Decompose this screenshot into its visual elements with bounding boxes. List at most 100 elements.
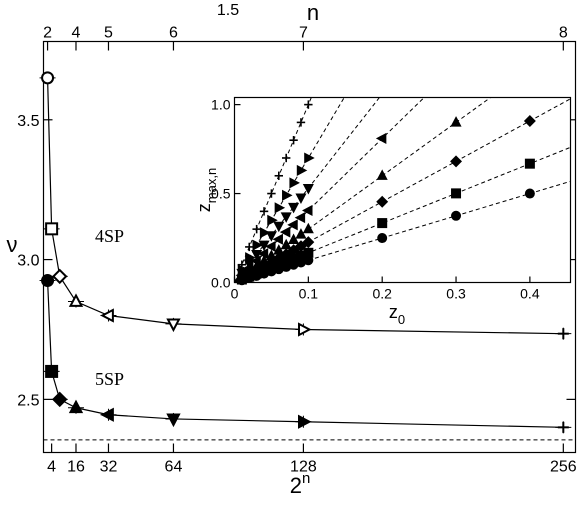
inset-data-point: [376, 169, 388, 180]
inset-data-point: [265, 231, 277, 242]
x-tick-label-bottom: 32: [100, 459, 118, 476]
inset-data-point: [274, 171, 284, 180]
inset-data-point: [302, 236, 315, 249]
inset-markers: [235, 100, 536, 286]
y-axis-title: ν: [7, 232, 18, 257]
inset-data-point: [267, 189, 276, 198]
data-point: [41, 71, 55, 85]
series-line-1: [46, 280, 564, 428]
inset-x-tick-label: 0: [231, 286, 239, 302]
inset-data-point: [272, 233, 283, 245]
inset-data-point: [245, 252, 256, 264]
inset-data-point: [295, 193, 307, 204]
main-ticks: 4 16 32 64 128 256 2 4 5 6 7 8 2.5 3.0 3.5: [17, 25, 577, 476]
inset-x-tick-label: 0.4: [520, 286, 540, 302]
data-point: [45, 364, 59, 378]
x-tick-label-top: 4: [72, 25, 81, 42]
x-tick-label-top: 8: [559, 25, 568, 42]
main-plot-frame: [42, 40, 577, 454]
inset-data-point: [252, 224, 261, 234]
x-axis-bottom-title: 2n: [290, 470, 311, 498]
inset-data-point: [451, 188, 462, 199]
inset-data-point: [296, 118, 306, 127]
inset-data-point: [252, 239, 263, 251]
x-tick-label-bottom: 256: [550, 459, 577, 476]
inset-y-tick-label: 0.5: [211, 186, 231, 202]
inset-data-point: [272, 252, 285, 265]
inset-data-point: [303, 247, 314, 258]
x-tick-label-top: 7: [299, 25, 308, 42]
inset-data-point: [265, 240, 276, 253]
data-point: [52, 268, 68, 285]
data-point: [298, 414, 312, 429]
inset-data-point: [288, 233, 300, 244]
x-tick-label-bottom: 64: [165, 459, 183, 476]
inset-data-point: [237, 260, 247, 269]
data-point: [52, 391, 68, 408]
data-point: [41, 274, 55, 288]
inset-data-point: [302, 204, 313, 216]
stray-label: 1.5: [217, 2, 239, 19]
inset-data-point: [524, 188, 535, 199]
inset-data-point: [259, 207, 269, 216]
inset-data-point: [251, 260, 263, 271]
inset-data-point: [523, 115, 536, 127]
main-series-markers: [39, 71, 572, 434]
data-point: [68, 399, 84, 414]
inset-data-point: [267, 214, 278, 226]
inset-x-tick-label: 0.1: [299, 286, 319, 302]
inset-data-point: [273, 221, 285, 233]
inset-data-point: [302, 222, 314, 234]
data-point: [298, 322, 312, 337]
inset-data-point: [280, 212, 292, 223]
inset-data-point: [288, 202, 300, 214]
inset-data-point: [295, 228, 307, 239]
data-point: [166, 413, 181, 428]
x-tick-label-top: 6: [169, 25, 178, 42]
y-tick-label: 3.0: [17, 253, 39, 270]
x-tick-label-top: 5: [104, 25, 113, 42]
inset-data-point: [274, 202, 286, 214]
inset-data-point: [524, 158, 535, 169]
inset-data-point: [377, 233, 388, 244]
inset-data-point: [289, 177, 300, 189]
inset-data-point: [450, 155, 462, 168]
inset-data-point: [273, 244, 285, 255]
inset-data-point: [289, 135, 298, 145]
inset-data-point: [377, 218, 388, 229]
data-point: [45, 222, 59, 236]
x-axis-top-title: n: [307, 0, 319, 25]
data-point: [557, 421, 569, 433]
data-point: [68, 293, 84, 307]
inset-fit-line-5: [234, 97, 381, 283]
inset-data-point: [280, 238, 292, 250]
inset-data-point: [245, 242, 254, 252]
x-tick-label-bottom: 128: [290, 459, 317, 476]
y-tick-label: 2.5: [17, 392, 39, 409]
inset-data-point: [259, 227, 271, 239]
inset-data-point: [450, 116, 462, 127]
inset-data-point: [287, 219, 298, 231]
series-line-0: [46, 77, 564, 335]
inset-data-point: [281, 153, 291, 163]
inset-y-tick-label: 1.0: [211, 97, 231, 113]
data-point: [100, 308, 114, 323]
inset-data-point: [257, 248, 269, 260]
x-tick-label-bottom: 16: [67, 459, 85, 476]
data-point: [557, 328, 569, 340]
inset-data-point: [279, 226, 291, 238]
x-tick-label-top: 2: [43, 25, 52, 42]
inset-data-point: [282, 189, 293, 201]
inset-data-point: [304, 100, 313, 109]
inset-x-tick-label: 0.3: [446, 286, 466, 302]
inset-data-point: [251, 250, 263, 261]
inset-ticks: 0 0.1 0.2 0.3 0.4 0.0 0.5 1.0: [211, 97, 540, 302]
data-point: [100, 407, 114, 422]
inset-data-point: [302, 184, 314, 195]
inset-data-point: [376, 195, 389, 208]
inset-fit-line-4: [234, 97, 425, 283]
inset-data-point: [294, 212, 306, 224]
inset-fit-line-1: [234, 146, 571, 283]
inset-data-point: [295, 240, 307, 253]
